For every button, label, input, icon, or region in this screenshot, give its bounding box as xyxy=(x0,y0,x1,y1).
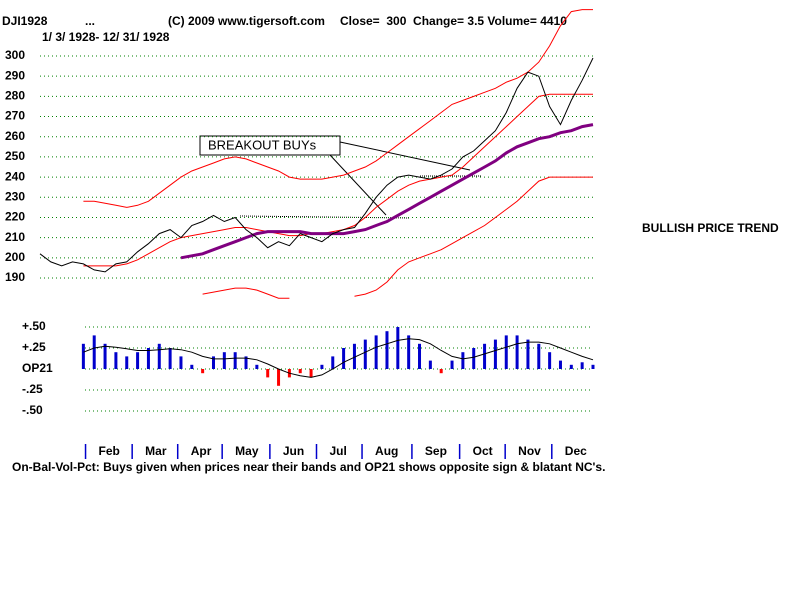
annotation: BREAKOUT BUYs xyxy=(208,137,317,152)
y-tick-label: 210 xyxy=(5,230,25,244)
price-line xyxy=(180,123,594,260)
price-line xyxy=(83,9,593,208)
op21-bar xyxy=(374,335,378,369)
y-tick-label: 250 xyxy=(5,149,25,163)
op21-bar xyxy=(146,348,150,369)
y-tick-label: 270 xyxy=(5,109,25,123)
op21-bar xyxy=(342,348,346,369)
op21-bar xyxy=(114,352,118,369)
op21-bar xyxy=(515,335,519,369)
op21-bar xyxy=(211,356,215,369)
y-tick-label: 280 xyxy=(5,89,25,103)
x-tick-label: Jun xyxy=(283,444,304,458)
x-tick-label: Nov xyxy=(518,444,541,458)
annotation-box xyxy=(199,135,341,156)
op21-bar xyxy=(558,360,562,369)
op21-bar xyxy=(526,339,530,369)
op21-bar xyxy=(493,339,497,369)
y-tick-label: +.25 xyxy=(22,340,46,354)
op21-bar xyxy=(418,343,422,369)
op21-bar xyxy=(136,352,140,369)
x-tick-label: Feb xyxy=(99,444,120,458)
op21-bar xyxy=(504,335,508,369)
copyright: (C) 2009 www.tigersoft.com xyxy=(168,14,325,28)
op21-bar xyxy=(363,339,367,369)
op21-bar xyxy=(537,343,541,369)
price-line xyxy=(83,93,593,267)
footer: On-Bal-Vol-Pct: Buys given when prices n… xyxy=(12,460,605,474)
quote: Close= 300 Change= 3.5 Volume= 4410 xyxy=(340,14,567,28)
y-tick-label: -.50 xyxy=(22,403,43,417)
y-tick-label: +.50 xyxy=(22,319,46,333)
y-tick-label: 240 xyxy=(5,169,25,183)
op21-bar xyxy=(81,343,85,369)
op21-bar xyxy=(580,362,584,369)
date-range: 1/ 3/ 1928- 12/ 31/ 1928 xyxy=(42,30,170,44)
x-tick-label: Apr xyxy=(191,444,212,458)
op21-bar xyxy=(428,360,432,369)
x-tick-label: Oct xyxy=(473,444,493,458)
y-tick-label: 290 xyxy=(5,68,25,82)
resistance-line xyxy=(239,215,411,219)
symbol: DJI1928 xyxy=(2,14,48,28)
op21-bar xyxy=(277,369,281,386)
y-tick-label: -.25 xyxy=(22,382,43,396)
op21-bar xyxy=(450,360,454,369)
price-line xyxy=(39,57,594,273)
x-tick-label: May xyxy=(235,444,259,458)
op21-bar xyxy=(461,352,465,369)
op21-bar xyxy=(439,369,443,374)
op21-bar xyxy=(548,352,552,369)
x-tick-label: Sep xyxy=(425,444,447,458)
op21-bar xyxy=(483,343,487,369)
op21-bar xyxy=(255,364,259,369)
annotation-arrow xyxy=(339,141,471,171)
side-note: BULLISH PRICE TREND xyxy=(642,221,779,235)
op21-bar xyxy=(331,356,335,369)
op21-bar xyxy=(352,343,356,369)
op21-bar xyxy=(472,348,476,369)
y-tick-label: 190 xyxy=(5,270,25,284)
op21-bar xyxy=(157,343,161,369)
op21-bar xyxy=(298,369,302,374)
price-line xyxy=(202,287,290,299)
op21-bar xyxy=(244,356,248,369)
op21-bar xyxy=(396,327,400,369)
op21-bar xyxy=(591,364,595,369)
op21-bar xyxy=(569,364,573,369)
price-line xyxy=(354,176,593,297)
dots: ... xyxy=(85,14,95,28)
x-tick-label: Jul xyxy=(330,444,347,458)
op21-bar xyxy=(266,369,270,378)
op21-bar xyxy=(201,369,205,374)
y-tick-label: OP21 xyxy=(22,361,53,375)
x-tick-label: Mar xyxy=(145,444,167,458)
x-tick-label: Aug xyxy=(375,444,398,458)
y-tick-label: 260 xyxy=(5,129,25,143)
y-tick-label: 300 xyxy=(5,48,25,62)
op21-bar xyxy=(103,343,107,369)
op21-bar xyxy=(309,369,313,378)
op21-bar xyxy=(92,335,96,369)
op21-line xyxy=(83,338,594,378)
y-tick-label: 230 xyxy=(5,189,25,203)
op21-bar xyxy=(179,356,183,369)
x-tick-label: Dec xyxy=(565,444,587,458)
y-tick-label: 200 xyxy=(5,250,25,264)
annotation-arrow xyxy=(329,154,387,216)
op21-bar xyxy=(190,364,194,369)
op21-bar xyxy=(222,352,226,369)
op21-bar xyxy=(407,335,411,369)
op21-bar xyxy=(125,356,129,369)
op21-bar xyxy=(385,331,389,369)
op21-bar xyxy=(233,352,237,369)
op21-bar xyxy=(320,364,324,369)
y-tick-label: 220 xyxy=(5,210,25,224)
op21-bar xyxy=(168,348,172,369)
